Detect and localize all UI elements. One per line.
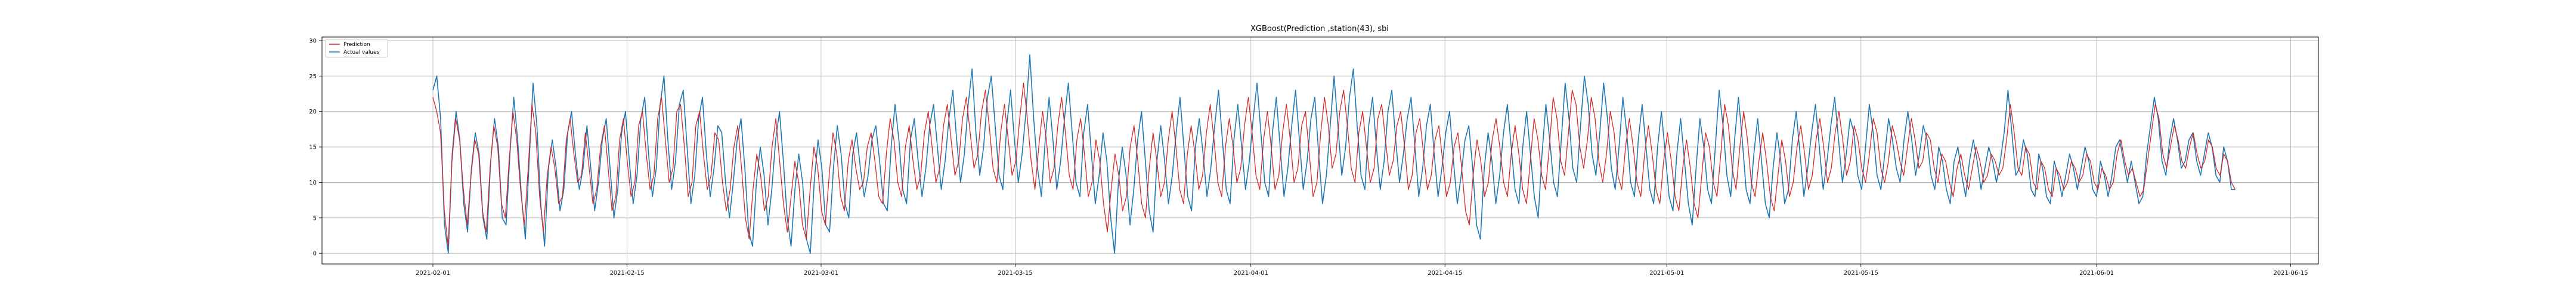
y-tick-label: 0 xyxy=(313,251,317,257)
y-tick-label: 20 xyxy=(309,109,317,115)
legend-label-actual-values: Actual values xyxy=(343,50,380,56)
y-tick-label: 30 xyxy=(309,38,317,44)
y-tick-label: 25 xyxy=(309,73,317,80)
x-tick-label: 2021-02-15 xyxy=(609,270,644,277)
legend: Prediction Actual values xyxy=(325,39,388,58)
legend-label-prediction: Prediction xyxy=(343,42,370,48)
x-tick-label: 2021-02-01 xyxy=(416,270,450,277)
plot-frame xyxy=(321,36,2319,265)
x-tick-label: 2021-04-15 xyxy=(1428,270,1462,277)
x-tick-label: 2021-06-15 xyxy=(2273,270,2308,277)
x-tick-label: 2021-04-01 xyxy=(1234,270,1268,277)
series-line-actual-values xyxy=(432,54,2236,254)
x-tick-label: 2021-05-01 xyxy=(1649,270,1684,277)
series-layer xyxy=(432,54,2236,254)
legend-frame xyxy=(325,39,388,58)
x-tick-label: 2021-03-01 xyxy=(804,270,838,277)
chart-title: XGBoost(Prediction ,station(43), sbi xyxy=(1250,24,1389,33)
x-tick-label: 2021-03-15 xyxy=(998,270,1032,277)
y-tick-label: 10 xyxy=(309,180,317,186)
y-tick-label: 5 xyxy=(313,215,317,222)
x-tick-label: 2021-05-15 xyxy=(1844,270,1878,277)
y-tick-label: 15 xyxy=(309,145,317,151)
x-tick-label: 2021-06-01 xyxy=(2079,270,2114,277)
series-line-prediction xyxy=(432,82,2236,247)
axes: 0 5 10 15 20 25 30 2021-02-01 2021-02-15 2021-03-… xyxy=(309,38,2308,277)
